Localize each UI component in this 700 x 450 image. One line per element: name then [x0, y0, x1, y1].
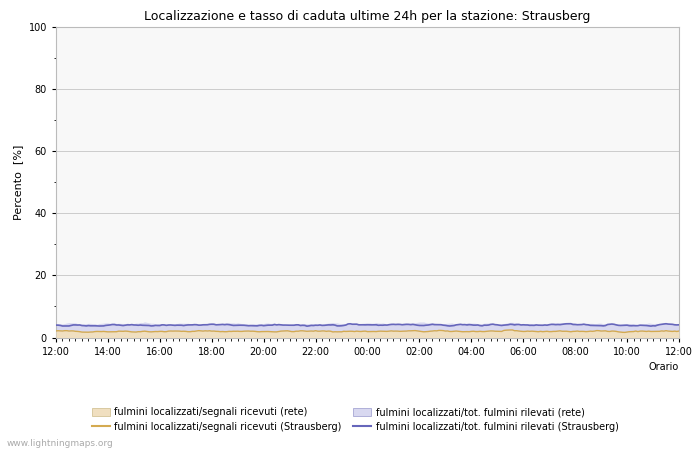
Legend: fulmini localizzati/segnali ricevuti (rete), fulmini localizzati/segnali ricevut: fulmini localizzati/segnali ricevuti (re… — [92, 407, 619, 432]
Text: www.lightningmaps.org: www.lightningmaps.org — [7, 439, 113, 448]
Y-axis label: Percento  [%]: Percento [%] — [13, 144, 23, 220]
Title: Localizzazione e tasso di caduta ultime 24h per la stazione: Strausberg: Localizzazione e tasso di caduta ultime … — [144, 10, 591, 23]
Text: Orario: Orario — [649, 362, 679, 372]
